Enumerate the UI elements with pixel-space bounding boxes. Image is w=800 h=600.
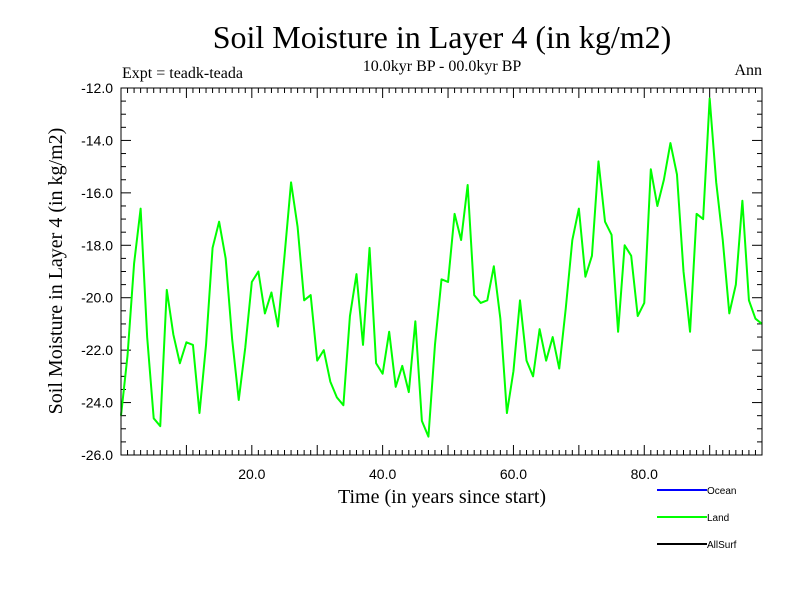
legend-label-ocean: Ocean xyxy=(707,486,736,497)
y-tick-label: -22.0 xyxy=(81,342,113,358)
x-tick-label: 40.0 xyxy=(369,466,396,482)
x-axis-ticks xyxy=(127,88,763,455)
y-axis-tick-labels: -12.0 -14.0 -16.0 -18.0 -20.0 -22.0 -24.0 -26.0 xyxy=(81,80,113,463)
y-tick-label: -14.0 xyxy=(81,132,113,148)
chart-title: Soil Moisture in Layer 4 (in kg/m2) xyxy=(213,19,672,55)
x-tick-label: 20.0 xyxy=(238,466,265,482)
legend-label-allsurf: AllSurf xyxy=(707,540,737,551)
series-line-land xyxy=(120,97,763,438)
x-axis-label: Time (in years since start) xyxy=(338,486,546,508)
plot-frame xyxy=(120,87,763,456)
y-tick-label: -26.0 xyxy=(81,447,113,463)
y-tick-label: -24.0 xyxy=(81,395,113,411)
y-axis-label: Soil Moisture in Layer 4 (in kg/m2) xyxy=(45,128,67,415)
experiment-label: Expt = teadk-teada xyxy=(122,65,243,82)
x-tick-label: 80.0 xyxy=(631,466,658,482)
y-tick-label: -20.0 xyxy=(81,290,113,306)
y-tick-label: -12.0 xyxy=(81,80,113,96)
y-tick-label: -16.0 xyxy=(81,185,113,201)
legend-label-land: Land xyxy=(707,513,729,524)
y-tick-label: -18.0 xyxy=(81,237,113,253)
x-axis-tick-labels: 20.0 40.0 60.0 80.0 xyxy=(238,466,658,482)
y-axis-ticks xyxy=(121,87,762,456)
season-label: Ann xyxy=(734,62,762,79)
x-tick-label: 60.0 xyxy=(500,466,527,482)
chart-subtitle: 10.0kyr BP - 00.0kyr BP xyxy=(363,58,522,75)
legend: Ocean Land AllSurf xyxy=(657,486,737,551)
